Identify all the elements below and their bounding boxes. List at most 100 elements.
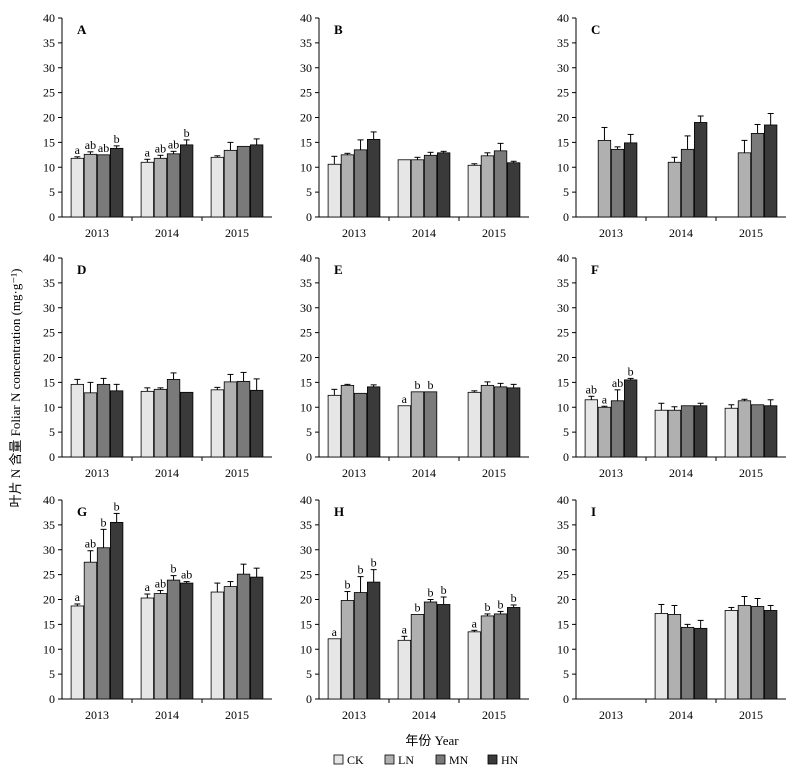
significance-label: a: [145, 145, 151, 159]
bar-ck: [70, 157, 84, 218]
y-tick-label: 30: [557, 301, 569, 315]
y-tick-label: 0: [306, 692, 312, 706]
bar-ln: [737, 400, 752, 458]
y-tick-label: 10: [43, 400, 55, 414]
y-tick-label: 10: [43, 642, 55, 656]
significance-label: b: [184, 126, 190, 140]
bar-hn: [506, 387, 521, 458]
bar-ln: [223, 381, 238, 458]
panel-label: H: [334, 504, 344, 519]
bar-hn: [436, 604, 451, 700]
bar-ln: [340, 384, 355, 458]
y-tick-label: 30: [43, 543, 55, 557]
bar-mn: [96, 547, 111, 700]
bar-ck: [724, 407, 738, 458]
bar-ln: [667, 409, 682, 458]
bar-ln: [223, 149, 238, 218]
y-tick-label: 5: [563, 667, 569, 681]
bar-mn: [353, 592, 368, 700]
bar-ck: [327, 638, 342, 700]
y-tick-label: 0: [306, 210, 312, 224]
bar-hn: [506, 162, 521, 218]
y-tick-label: 0: [49, 210, 55, 224]
significance-label: a: [145, 580, 151, 594]
y-tick-label: 35: [43, 518, 55, 532]
y-tick-label: 20: [43, 111, 55, 125]
x-tick-label: 2013: [85, 226, 109, 240]
panel-label: E: [334, 262, 343, 277]
bar-mn: [236, 573, 251, 700]
bar-ln: [410, 614, 425, 700]
bar-mn: [353, 392, 368, 458]
y-tick-label: 25: [300, 568, 312, 582]
y-tick-label: 5: [563, 185, 569, 199]
y-tick-label: 0: [49, 450, 55, 464]
x-tick-label: 2014: [412, 226, 436, 240]
legend: CK LN MN HN: [333, 753, 519, 767]
y-tick-label: 40: [300, 11, 312, 25]
y-tick-label: 15: [43, 617, 55, 631]
y-tick-label: 10: [557, 642, 569, 656]
y-tick-label: 25: [43, 326, 55, 340]
bar-hn: [249, 389, 264, 458]
significance-label: ab: [181, 568, 192, 582]
bar-ck: [724, 610, 738, 700]
y-tick-label: 30: [300, 543, 312, 557]
legend-label-mn: MN: [449, 753, 469, 767]
panel-label: C: [591, 22, 600, 37]
bar-ln: [340, 154, 355, 218]
significance-label: ab: [85, 138, 96, 152]
bar-mn: [680, 405, 695, 458]
y-tick-label: 15: [43, 135, 55, 149]
y-tick-label: 35: [43, 36, 55, 50]
significance-label: b: [498, 597, 504, 611]
x-tick-label: 2014: [155, 466, 179, 480]
y-tick-label: 20: [557, 111, 569, 125]
x-tick-label: 2014: [669, 466, 693, 480]
y-tick-label: 25: [300, 86, 312, 100]
y-tick-label: 10: [300, 642, 312, 656]
y-tick-label: 40: [43, 11, 55, 25]
bar-ln: [667, 614, 682, 700]
significance-label: b: [428, 586, 434, 600]
y-tick-label: 15: [43, 375, 55, 389]
bar-ck: [467, 164, 482, 218]
y-tick-label: 10: [300, 160, 312, 174]
y-tick-label: 5: [49, 425, 55, 439]
bar-hn: [694, 122, 708, 218]
y-tick-label: 0: [563, 692, 569, 706]
significance-label: b: [484, 600, 490, 614]
panel-label: A: [77, 22, 87, 37]
legend-label-hn: HN: [501, 753, 519, 767]
y-tick-label: 15: [300, 375, 312, 389]
significance-label: ab: [612, 376, 623, 390]
bar-ln: [597, 139, 612, 218]
x-tick-label: 2013: [342, 466, 366, 480]
x-tick-label: 2014: [412, 466, 436, 480]
x-tick-label: 2013: [85, 708, 109, 722]
y-tick-label: 35: [300, 36, 312, 50]
bar-hn: [694, 627, 708, 700]
bar-ck: [467, 391, 482, 458]
bar-hn: [110, 390, 124, 458]
bar-ck: [210, 591, 225, 700]
significance-label: a: [75, 590, 81, 604]
y-tick-label: 30: [43, 301, 55, 315]
bar-mn: [493, 613, 508, 700]
bar-mn: [423, 601, 438, 700]
bar-hn: [110, 521, 124, 700]
significance-label: ab: [85, 537, 96, 551]
panel-label: F: [591, 262, 599, 277]
bar-ck: [654, 613, 668, 700]
bar-mn: [166, 153, 181, 218]
y-tick-label: 15: [557, 375, 569, 389]
y-tick-label: 35: [557, 518, 569, 532]
legend-label-ln: LN: [398, 753, 414, 767]
bar-ck: [584, 399, 598, 458]
x-tick-label: 2015: [225, 466, 249, 480]
significance-label: b: [114, 499, 120, 513]
